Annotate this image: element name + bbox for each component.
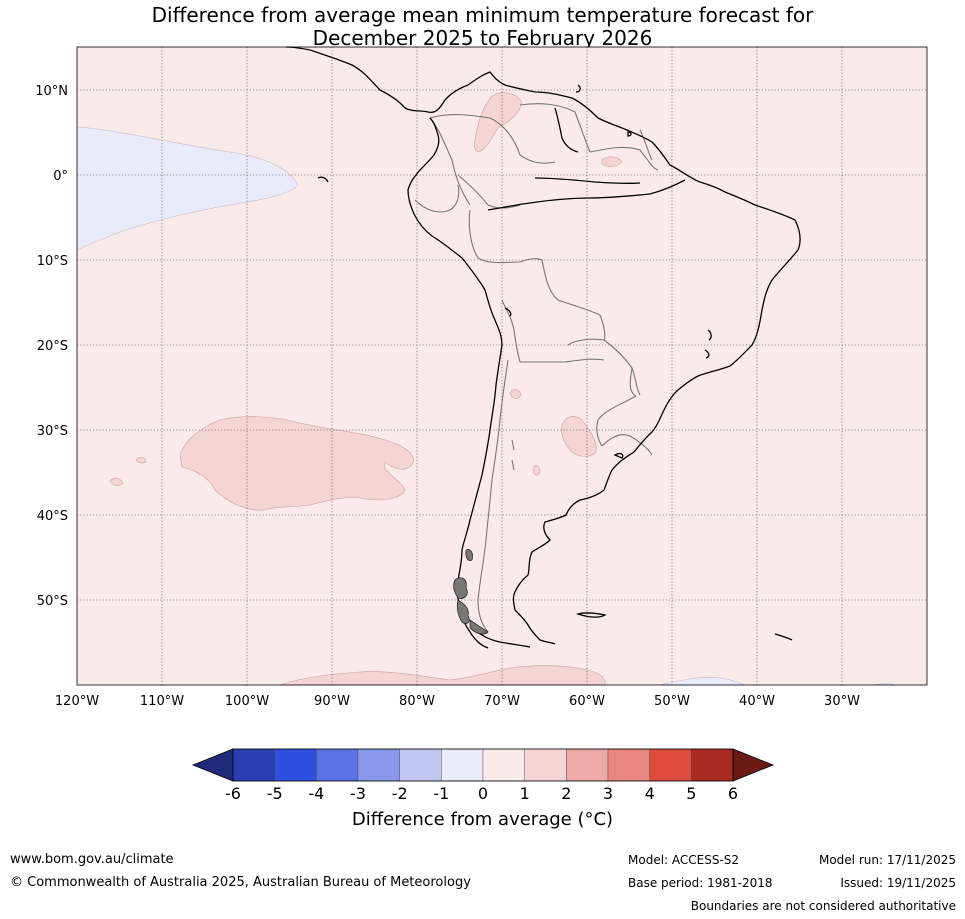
colorbar-tick-label: -4	[308, 784, 324, 803]
colorbar-segment	[607, 748, 650, 782]
colorbar-tick-label: -5	[267, 784, 283, 803]
warm-anomaly-argentina	[561, 416, 597, 457]
colorbar-segment	[232, 748, 275, 782]
lat-label-20s: 20°S	[37, 339, 68, 354]
website-link[interactable]: www.bom.gov.au/climate	[10, 852, 174, 867]
lat-label-50s: 50°S	[37, 594, 68, 609]
warm-anomaly-pacific	[179, 416, 414, 511]
chile-fjords	[453, 549, 489, 635]
colorbar-tick-label: 4	[645, 784, 655, 803]
colorbar-segment	[441, 748, 484, 782]
base-period-text: Base period: 1981-2018	[628, 876, 773, 890]
lon-label-80w: 80°W	[399, 694, 435, 709]
colorbar-arrow-low	[191, 748, 234, 782]
colorbar-segment	[316, 748, 359, 782]
warm-anomaly-andes	[509, 389, 522, 400]
colorbar	[191, 748, 775, 782]
colorbar-tick-label: -1	[433, 784, 449, 803]
lon-label-100w: 100°W	[225, 694, 269, 709]
title-line-2: December 2025 to February 2026	[312, 26, 653, 50]
colorbar-tick-label: 3	[603, 784, 613, 803]
latitude-labels: 10°N 0° 10°S 20°S 30°S 40°S 50°S	[35, 84, 68, 609]
colorbar-tick-label: -2	[392, 784, 408, 803]
warm-anomaly-andes-2	[532, 465, 541, 476]
colorbar-tick-label: 5	[686, 784, 696, 803]
lon-label-110w: 110°W	[140, 694, 184, 709]
lat-label-10s: 10°S	[37, 254, 68, 269]
lon-label-90w: 90°W	[314, 694, 350, 709]
colorbar-tick-label: -6	[225, 784, 241, 803]
map-background	[77, 47, 927, 685]
colorbar-segment	[399, 748, 442, 782]
colorbar-segment	[274, 748, 317, 782]
lat-label-10n: 10°N	[35, 84, 68, 99]
lat-label-40s: 40°S	[37, 509, 68, 524]
colorbar-segment	[691, 748, 734, 782]
grid-lines	[77, 47, 927, 685]
colorbar-segment	[649, 748, 692, 782]
title-line-1: Difference from average mean minimum tem…	[151, 3, 814, 27]
colorbar-segment	[482, 748, 525, 782]
warm-anomaly-small-2	[135, 457, 147, 464]
colorbar-tick-label: -3	[350, 784, 366, 803]
colorbar-frame	[232, 748, 734, 782]
colorbar-tick-label: 2	[561, 784, 571, 803]
colorbar-arrow-high	[732, 748, 775, 782]
lat-label-30s: 30°S	[37, 424, 68, 439]
cool-anomaly-region	[76, 126, 299, 251]
lon-label-70w: 70°W	[484, 694, 520, 709]
warm-anomaly-southern-ocean	[279, 665, 606, 686]
country-borders	[414, 103, 659, 633]
colorbar-segment	[524, 748, 567, 782]
model-text: Model: ACCESS-S2	[628, 853, 740, 867]
cool-anomaly-south	[659, 677, 746, 686]
colorbar-tick-label: 1	[520, 784, 530, 803]
colorbar-tick-labels: -6 -5 -4 -3 -2 -1 0 1 2 3 4 5 6	[225, 784, 738, 803]
disclaimer-text: Boundaries are not considered authoritat…	[690, 899, 956, 913]
issued-text: Issued: 19/11/2025	[840, 876, 956, 890]
colorbar-segment	[566, 748, 609, 782]
colorbar-tick-label: 6	[728, 784, 738, 803]
colorbar-title: Difference from average (°C)	[351, 809, 614, 830]
copyright-text: © Commonwealth of Australia 2025, Austra…	[10, 875, 471, 890]
lon-label-30w: 30°W	[824, 694, 860, 709]
map-frame	[76, 46, 928, 686]
map-title: Difference from average mean minimum tem…	[0, 4, 965, 50]
lon-label-120w: 120°W	[55, 694, 99, 709]
lon-label-50w: 50°W	[654, 694, 690, 709]
warm-anomaly-guiana	[601, 156, 623, 167]
model-run-text: Model run: 17/11/2025	[818, 853, 956, 867]
colorbar-segment	[357, 748, 400, 782]
lon-label-60w: 60°W	[569, 694, 605, 709]
lat-label-0: 0°	[53, 169, 68, 184]
lon-label-40w: 40°W	[739, 694, 775, 709]
colorbar-tick-label: 0	[478, 784, 488, 803]
warm-anomaly-small-1	[109, 477, 124, 486]
longitude-labels: 120°W 110°W 100°W 90°W 80°W 70°W 60°W 50…	[55, 694, 860, 709]
